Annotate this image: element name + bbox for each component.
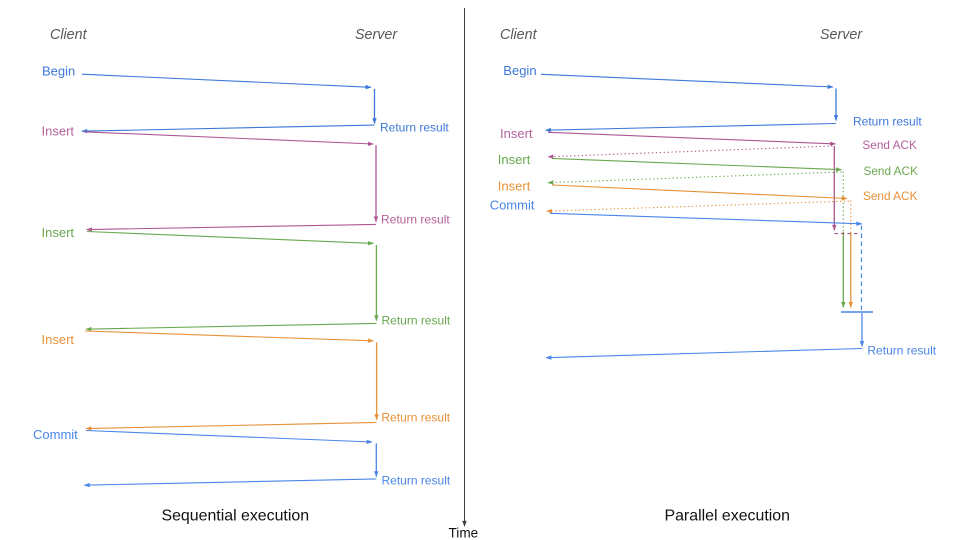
svg-text:Server: Server	[820, 27, 863, 43]
svg-text:Server: Server	[355, 27, 398, 43]
svg-text:Client: Client	[500, 27, 538, 43]
svg-text:Return result: Return result	[382, 474, 451, 488]
svg-text:Send ACK: Send ACK	[864, 164, 919, 178]
svg-text:Return result: Return result	[380, 120, 449, 134]
svg-text:Time: Time	[449, 526, 479, 540]
svg-text:Insert: Insert	[498, 179, 531, 194]
svg-text:Begin: Begin	[42, 63, 75, 78]
svg-text:Commit: Commit	[33, 427, 78, 442]
svg-text:Return result: Return result	[382, 313, 451, 327]
svg-text:Send ACK: Send ACK	[862, 138, 917, 152]
svg-text:Commit: Commit	[490, 198, 535, 213]
svg-text:Client: Client	[50, 27, 88, 43]
svg-text:Return result: Return result	[853, 114, 922, 128]
svg-text:Parallel execution: Parallel execution	[665, 508, 790, 525]
svg-text:Begin: Begin	[503, 63, 536, 78]
svg-text:Return result: Return result	[381, 411, 450, 425]
svg-text:Insert: Insert	[42, 124, 75, 139]
svg-text:Insert: Insert	[42, 225, 75, 240]
svg-text:Return result: Return result	[867, 343, 936, 357]
svg-text:Insert: Insert	[42, 332, 75, 347]
svg-text:Return result: Return result	[381, 213, 450, 227]
svg-text:Insert: Insert	[500, 126, 533, 141]
svg-text:Send ACK: Send ACK	[863, 189, 918, 203]
svg-text:Sequential execution: Sequential execution	[162, 507, 310, 524]
svg-text:Insert: Insert	[498, 152, 531, 167]
